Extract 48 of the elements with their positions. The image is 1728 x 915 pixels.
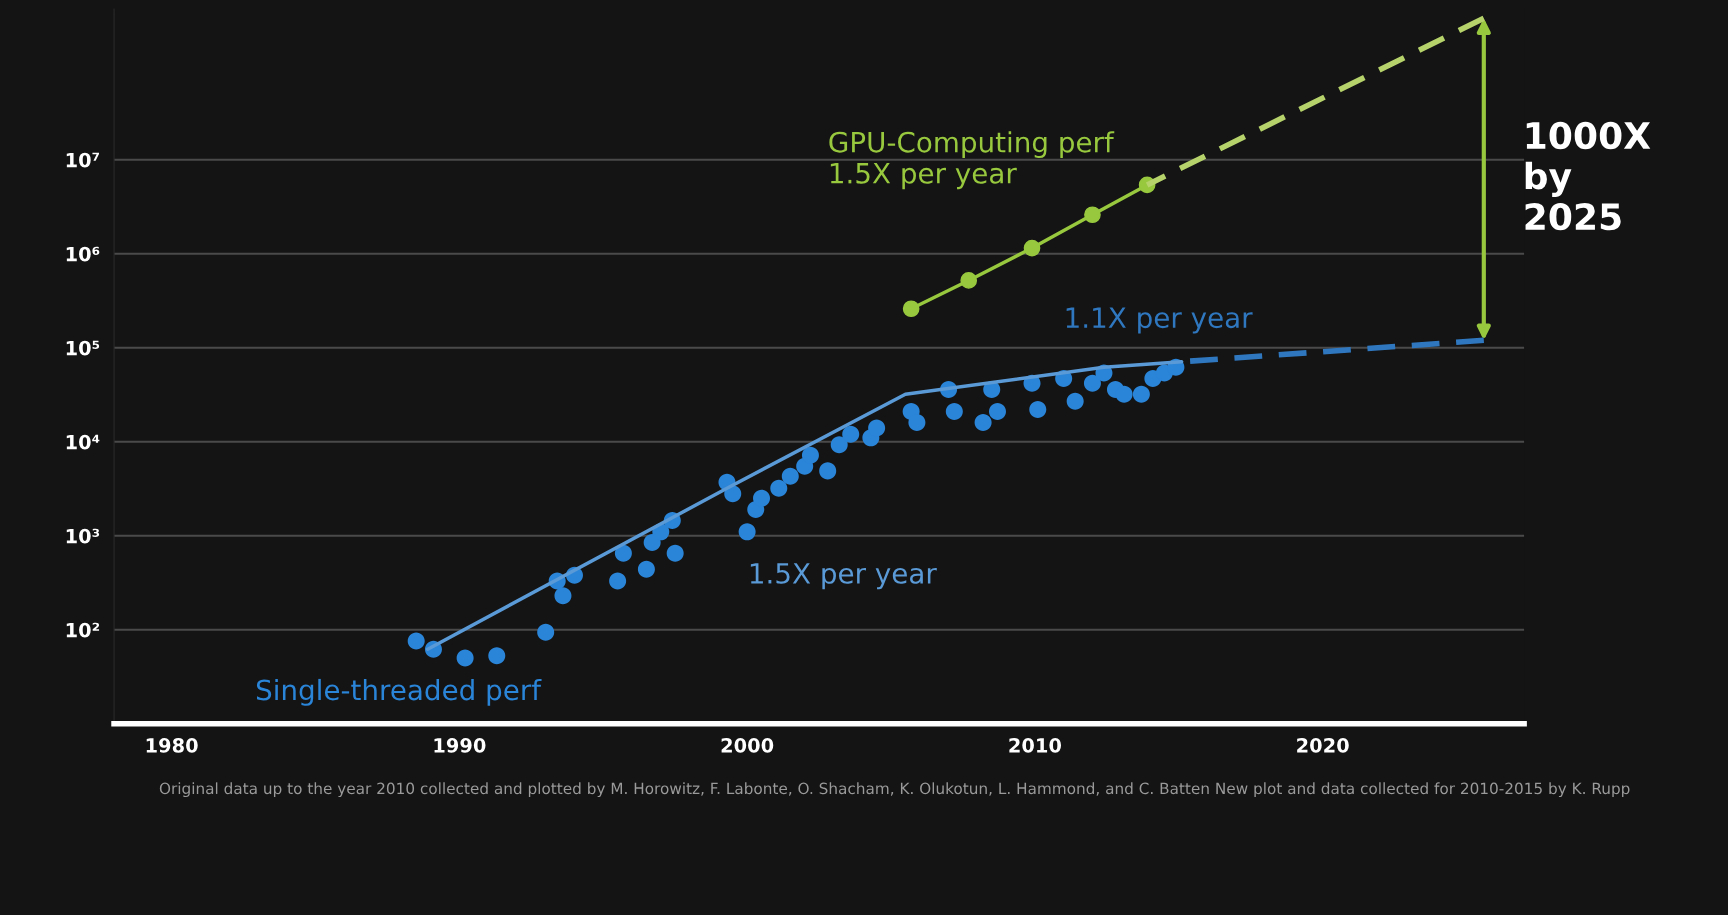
point bbox=[819, 462, 837, 480]
series-label: 1.1X per year bbox=[1066, 307, 1253, 334]
point bbox=[1084, 206, 1101, 224]
point bbox=[407, 632, 425, 650]
series-label: GPU-Computing perf 1.5X per year bbox=[829, 131, 1115, 190]
point bbox=[1023, 239, 1041, 257]
x-tick-label: 2020 bbox=[1297, 738, 1349, 753]
y-tick-label: 10⁷ bbox=[66, 152, 99, 168]
x-tick-label: 2010 bbox=[1009, 738, 1062, 753]
point bbox=[537, 623, 555, 641]
point bbox=[801, 446, 819, 464]
x-tick-label: 1990 bbox=[434, 738, 486, 753]
point bbox=[974, 414, 992, 432]
y-tick-label: 10⁶ bbox=[66, 246, 100, 262]
point bbox=[609, 572, 627, 590]
text: Original data up to the year 2010 collected and plotted by M. Horowitz, F. Labonte, O. Shacham, K. Olukotun, L. Hammond, and C. Batten New plot and data collected for 2010-2015 by K. Rupp bbox=[159, 782, 1630, 798]
y-tick-label: 10³ bbox=[66, 528, 100, 544]
point bbox=[554, 587, 572, 605]
point bbox=[902, 300, 920, 318]
point bbox=[868, 419, 886, 437]
point bbox=[781, 467, 799, 485]
point bbox=[960, 272, 978, 289]
point bbox=[637, 560, 655, 578]
text: 1.5X per year bbox=[750, 563, 937, 590]
point bbox=[488, 647, 506, 665]
point bbox=[738, 523, 756, 541]
x-tick-label: 2000 bbox=[721, 738, 774, 753]
point bbox=[1083, 374, 1101, 392]
series-label: Single-threaded perf bbox=[256, 678, 542, 706]
point bbox=[842, 425, 860, 443]
y-tick-label: 10² bbox=[66, 622, 100, 638]
point bbox=[770, 479, 788, 497]
point bbox=[830, 436, 848, 454]
y-tick-label: 10⁴ bbox=[66, 434, 100, 450]
point bbox=[753, 489, 771, 507]
point bbox=[666, 544, 684, 562]
point bbox=[945, 402, 963, 420]
point bbox=[908, 414, 926, 432]
point bbox=[1066, 392, 1084, 410]
x-tick-label: 1980 bbox=[146, 738, 198, 753]
point bbox=[1029, 401, 1047, 419]
point bbox=[988, 402, 1006, 420]
point bbox=[456, 649, 474, 667]
point bbox=[1132, 385, 1150, 403]
y-tick-label: 10⁵ bbox=[66, 340, 100, 356]
text: 1000X by 2025 bbox=[1525, 121, 1651, 231]
point bbox=[614, 544, 632, 562]
point bbox=[1115, 385, 1133, 403]
